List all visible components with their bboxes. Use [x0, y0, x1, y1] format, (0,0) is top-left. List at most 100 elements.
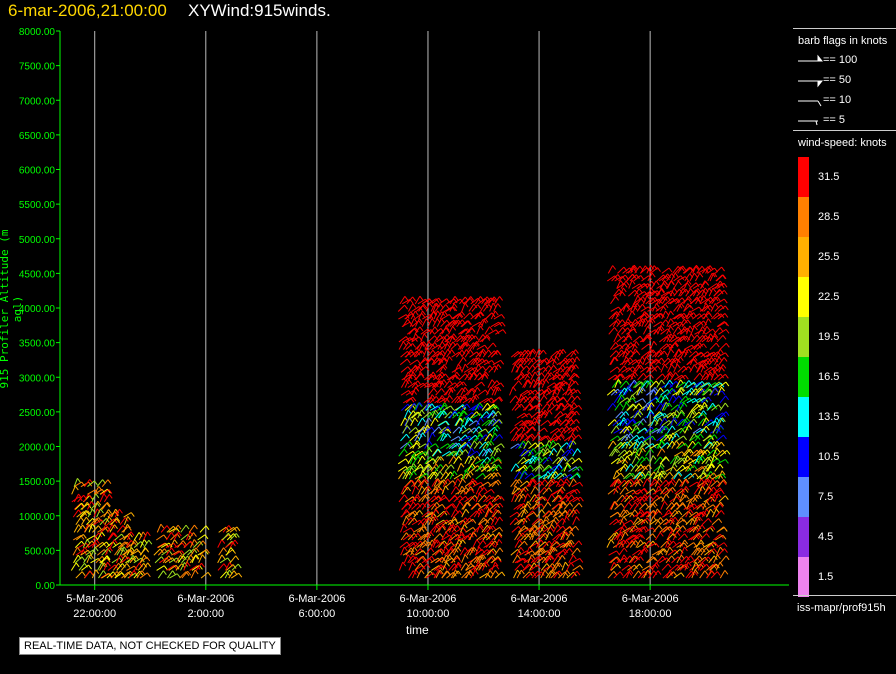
- wind-barb: [197, 534, 206, 541]
- wind-barb: [409, 359, 418, 366]
- wind-barb: [694, 433, 701, 442]
- wind-barb: [217, 554, 223, 564]
- wind-barb-flag: [564, 548, 568, 554]
- wind-barb: [95, 541, 103, 549]
- wind-barb-flag: [563, 501, 567, 506]
- wind-barb-flag: [665, 456, 670, 461]
- wind-barb: [552, 386, 557, 396]
- wind-barb-flag: [420, 372, 425, 377]
- wind-barb: [556, 402, 563, 411]
- wind-barb: [562, 569, 568, 579]
- wind-barb: [616, 326, 624, 335]
- wind-barb: [642, 435, 651, 442]
- wind-barb: [109, 539, 115, 548]
- wind-barb: [430, 417, 436, 426]
- wind-barb: [133, 570, 141, 579]
- wind-barb: [629, 525, 636, 533]
- wind-barb: [419, 540, 426, 548]
- wind-barb: [663, 402, 670, 411]
- wind-barb: [105, 541, 114, 548]
- wind-barb: [536, 524, 543, 533]
- wind-barb-flag: [661, 439, 666, 445]
- wind-barb: [411, 485, 416, 495]
- wind-barb: [629, 303, 635, 312]
- wind-barb: [471, 456, 478, 465]
- wind-barb: [565, 386, 570, 396]
- wind-barb: [696, 364, 703, 373]
- wind-barb-flag: [232, 564, 237, 569]
- wind-barb: [73, 493, 80, 503]
- wind-barb: [530, 564, 538, 571]
- wind-barb: [553, 562, 560, 571]
- wind-barb: [692, 516, 698, 525]
- wind-barb-flag: [698, 532, 703, 538]
- wind-barb-flag: [579, 466, 584, 471]
- wind-barb-flag: [714, 303, 719, 308]
- wind-barb: [649, 519, 658, 526]
- wind-barb-flag: [644, 311, 649, 316]
- wind-barb: [142, 562, 149, 571]
- wind-barb: [656, 288, 663, 297]
- wind-barb: [536, 539, 542, 548]
- wind-barb: [542, 471, 549, 480]
- wind-barb: [670, 404, 679, 411]
- wind-barb: [707, 486, 714, 495]
- wind-barb: [458, 373, 466, 381]
- wind-barb-flag: [496, 349, 501, 355]
- wind-barb: [185, 554, 192, 564]
- wind-barb-flag: [146, 556, 151, 562]
- wind-barb: [471, 403, 479, 411]
- wind-barb: [618, 539, 625, 548]
- wind-barb: [565, 539, 572, 548]
- wind-barb: [650, 298, 659, 305]
- wind-barb: [673, 427, 682, 434]
- wind-barb: [100, 524, 107, 533]
- wind-barb: [424, 343, 433, 350]
- wind-barb-flag: [90, 554, 94, 559]
- wind-barb-flag: [485, 359, 490, 365]
- wind-barb: [482, 463, 488, 472]
- wind-barb-flag: [185, 524, 190, 530]
- wind-barb-flag: [697, 288, 702, 293]
- wind-barb: [417, 485, 423, 495]
- wind-barb-flag: [690, 463, 694, 469]
- wind-barb: [437, 479, 445, 487]
- wind-barb-flag: [130, 531, 135, 537]
- wind-barb: [552, 533, 560, 541]
- wind-barb-flag: [634, 348, 639, 354]
- wind-barb: [454, 363, 459, 373]
- wind-barb-flag: [98, 517, 102, 522]
- wind-barb-flag: [520, 433, 525, 438]
- wind-barb-flag: [712, 402, 717, 408]
- wind-barb: [133, 532, 140, 541]
- wind-barb: [121, 571, 129, 579]
- wind-barb-flag: [403, 523, 408, 529]
- wind-barb-flag: [716, 296, 721, 301]
- wind-barb-flag: [517, 443, 522, 449]
- wind-barb: [685, 570, 692, 579]
- wind-barb-flag: [77, 477, 81, 483]
- wind-barb: [488, 365, 496, 373]
- wind-barb: [527, 357, 535, 366]
- wind-barb-flag: [681, 441, 686, 446]
- wind-barb: [619, 524, 625, 533]
- wind-barb-flag: [204, 550, 209, 555]
- wind-barb-flag: [547, 501, 552, 507]
- wind-barb: [709, 342, 717, 350]
- wind-barb-flag: [412, 371, 417, 377]
- wind-barb-flag: [227, 557, 232, 563]
- wind-barb-flag: [501, 571, 506, 577]
- wind-barb: [429, 310, 435, 320]
- wind-barb: [472, 341, 477, 350]
- wind-barb-flag: [428, 440, 433, 445]
- wind-barb-flag: [684, 479, 689, 484]
- wind-barb: [676, 542, 685, 549]
- wind-barb: [445, 524, 452, 533]
- wind-barb-flag: [413, 318, 418, 323]
- wind-barb-flag: [498, 539, 503, 544]
- wind-barb: [572, 496, 581, 503]
- wind-barb-flag: [702, 289, 707, 294]
- wind-barb: [526, 349, 533, 358]
- wind-barb: [627, 265, 634, 274]
- wind-barb: [695, 381, 703, 388]
